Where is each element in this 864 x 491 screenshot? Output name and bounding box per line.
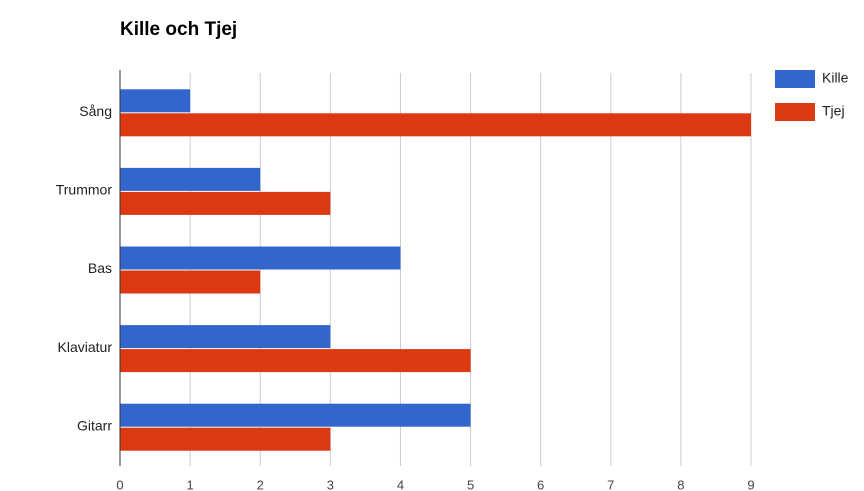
chart-title: Kille och Tjej xyxy=(120,19,237,40)
x-tick-label: 5 xyxy=(467,477,474,491)
y-tick-label: Trummor xyxy=(56,182,113,198)
y-tick-label: Bas xyxy=(88,260,112,276)
x-tick-label: 9 xyxy=(747,477,754,491)
y-tick-label: Sång xyxy=(79,103,112,119)
y-tick-label: Gitarr xyxy=(77,417,112,433)
x-tick-label: 2 xyxy=(257,477,264,491)
bar xyxy=(120,270,261,294)
legend-label: Tjej xyxy=(822,103,845,119)
x-tick-label: 1 xyxy=(186,477,193,491)
bar xyxy=(120,325,331,349)
bar xyxy=(120,167,261,191)
x-tick-label: 7 xyxy=(607,477,614,491)
bar xyxy=(120,89,191,113)
legend-swatch xyxy=(775,70,815,88)
x-tick-label: 3 xyxy=(327,477,334,491)
legend-swatch xyxy=(775,103,815,121)
bar xyxy=(120,403,471,427)
x-tick-label: 0 xyxy=(116,477,123,491)
y-tick-label: Klaviatur xyxy=(58,339,113,355)
bar xyxy=(120,191,331,215)
bar xyxy=(120,246,401,270)
bar xyxy=(120,349,471,373)
x-tick-label: 4 xyxy=(397,477,404,491)
x-tick-label: 6 xyxy=(537,477,544,491)
legend-label: Kille xyxy=(822,70,849,86)
bar xyxy=(120,113,751,137)
bar xyxy=(120,427,331,451)
x-tick-label: 8 xyxy=(677,477,684,491)
